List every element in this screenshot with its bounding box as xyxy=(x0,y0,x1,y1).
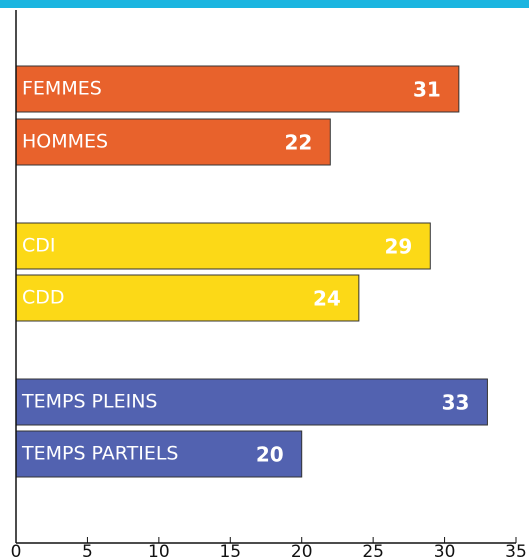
bar xyxy=(15,430,303,478)
category-label: HOMMES xyxy=(22,131,108,153)
value-label: 24 xyxy=(313,287,341,311)
x-tick-label: 30 xyxy=(434,542,456,560)
top-band xyxy=(0,0,529,8)
value-label: 22 xyxy=(284,131,312,155)
x-tick-label: 35 xyxy=(505,542,527,560)
x-tick-label: 0 xyxy=(11,542,22,560)
bar xyxy=(15,274,360,322)
x-tick-label: 10 xyxy=(148,542,170,560)
value-label: 20 xyxy=(256,443,284,467)
bar xyxy=(15,118,331,166)
x-tick-label: 15 xyxy=(219,542,241,560)
x-tick-label: 5 xyxy=(82,542,93,560)
bar xyxy=(15,65,460,113)
category-label: CDD xyxy=(22,287,65,309)
value-label: 31 xyxy=(413,78,441,102)
bar xyxy=(15,222,431,270)
category-label: CDI xyxy=(22,235,56,257)
category-label: FEMMES xyxy=(22,78,102,100)
x-tick-label: 20 xyxy=(291,542,313,560)
value-label: 33 xyxy=(442,391,470,415)
category-label: TEMPS PARTIELS xyxy=(21,443,178,465)
bar xyxy=(15,378,488,426)
category-label: TEMPS PLEINS xyxy=(21,391,158,413)
value-label: 29 xyxy=(384,235,412,259)
x-tick-label: 25 xyxy=(362,542,384,560)
